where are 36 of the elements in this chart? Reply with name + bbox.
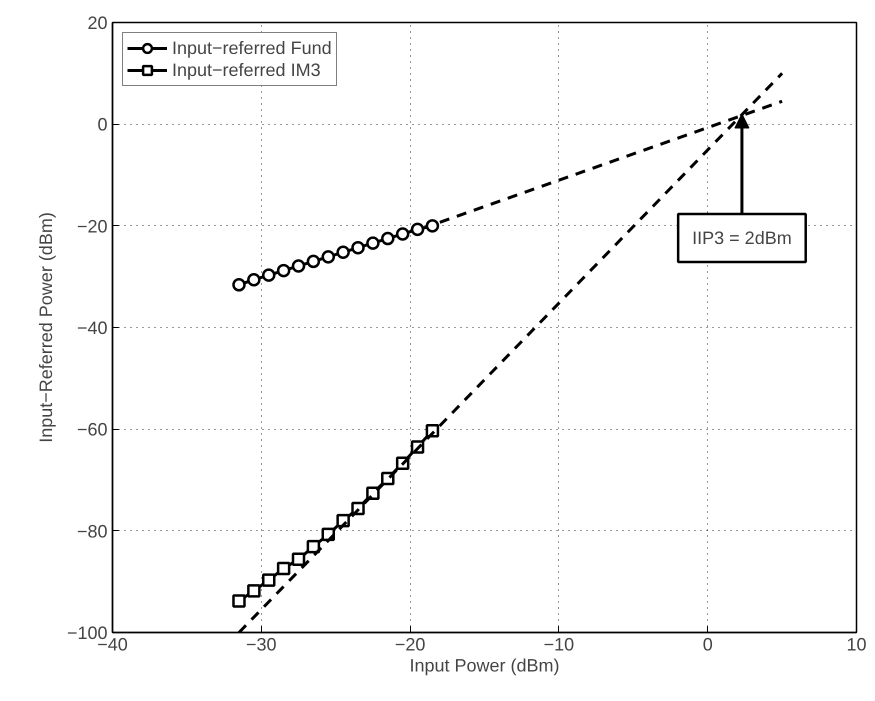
point bbox=[247, 584, 261, 598]
x-axis-title: Input Power (dBm) bbox=[409, 656, 560, 676]
point bbox=[381, 232, 395, 246]
x-tick-label: −20 bbox=[394, 634, 426, 654]
point bbox=[426, 219, 440, 233]
x-tick-label: −10 bbox=[544, 634, 574, 654]
point bbox=[322, 250, 336, 264]
point bbox=[366, 236, 380, 250]
point bbox=[292, 259, 306, 273]
y-tick-label: −40 bbox=[76, 318, 108, 338]
point bbox=[262, 573, 276, 587]
y-tick-label: −60 bbox=[76, 420, 108, 440]
annotation: IIP3 = 2dBm bbox=[692, 228, 792, 248]
y-tick-label: −20 bbox=[76, 216, 108, 236]
point bbox=[232, 594, 246, 608]
point bbox=[292, 552, 306, 566]
point bbox=[262, 268, 276, 282]
point bbox=[247, 272, 261, 286]
point bbox=[306, 540, 320, 554]
point bbox=[306, 254, 320, 268]
legend-label: Input−referred Fund bbox=[172, 37, 332, 59]
point bbox=[410, 222, 424, 236]
x-tick-label: −30 bbox=[246, 634, 277, 654]
point bbox=[351, 240, 365, 254]
x-tick-label: 0 bbox=[702, 634, 713, 654]
point bbox=[336, 246, 350, 260]
y-tick-label: −80 bbox=[76, 521, 108, 542]
y-tick-label: 20 bbox=[87, 13, 108, 33]
point bbox=[276, 264, 290, 278]
y-tick-label: 0 bbox=[97, 114, 108, 135]
point bbox=[276, 562, 290, 576]
point bbox=[232, 278, 246, 292]
x-tick-label: 10 bbox=[846, 634, 867, 654]
point bbox=[396, 227, 410, 241]
legend-label: Input−referred IM3 bbox=[172, 59, 321, 81]
y-axis-title: Input−Referred Power (dBm) bbox=[36, 212, 56, 443]
